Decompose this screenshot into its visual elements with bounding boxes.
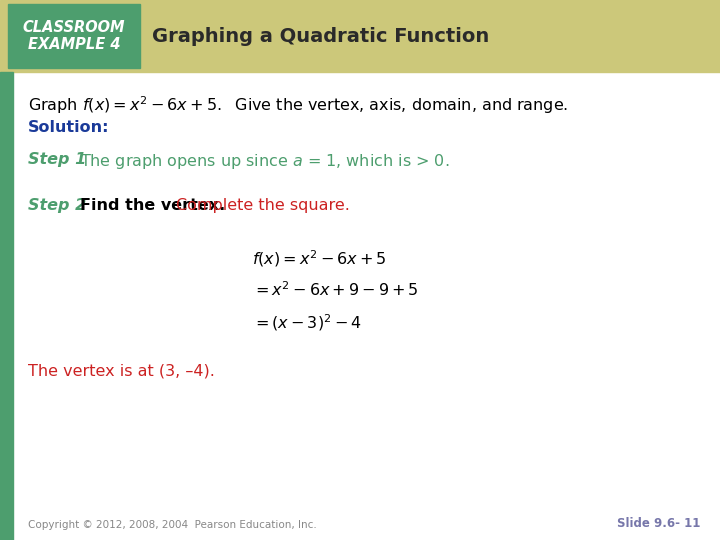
Text: The vertex is at (3, –4).: The vertex is at (3, –4).	[28, 364, 215, 379]
Text: Graph $f(x) = x^2 - 6x + 5.$  Give the vertex, axis, domain, and range.: Graph $f(x) = x^2 - 6x + 5.$ Give the ve…	[28, 94, 568, 116]
Bar	[0, 0, 720, 72]
Text: Copyright © 2012, 2008, 2004  Pearson Education, Inc.: Copyright © 2012, 2008, 2004 Pearson Edu…	[28, 520, 317, 530]
Text: Solution:: Solution:	[28, 120, 109, 135]
Text: $= (x - 3)^2 - 4$: $= (x - 3)^2 - 4$	[252, 312, 362, 333]
Bar	[0, 72, 13, 540]
Text: Step 1: Step 1	[28, 152, 92, 167]
Text: Graphing a Quadratic Function: Graphing a Quadratic Function	[152, 26, 490, 45]
Text: CLASSROOM
EXAMPLE 4: CLASSROOM EXAMPLE 4	[23, 20, 125, 52]
Text: $f(x) = x^2 - 6x + 5$: $f(x) = x^2 - 6x + 5$	[252, 248, 387, 269]
Bar	[8, 4, 140, 68]
Text: Find the vertex.: Find the vertex.	[80, 198, 231, 213]
Text: Slide 9.6- 11: Slide 9.6- 11	[616, 517, 700, 530]
Text: The graph opens up since $a$ = 1, which is > 0.: The graph opens up since $a$ = 1, which …	[80, 152, 449, 171]
Text: Complete the square.: Complete the square.	[176, 198, 350, 213]
Text: Step 2: Step 2	[28, 198, 92, 213]
Text: $= x^2 - 6x + 9 - 9 + 5$: $= x^2 - 6x + 9 - 9 + 5$	[252, 280, 419, 299]
